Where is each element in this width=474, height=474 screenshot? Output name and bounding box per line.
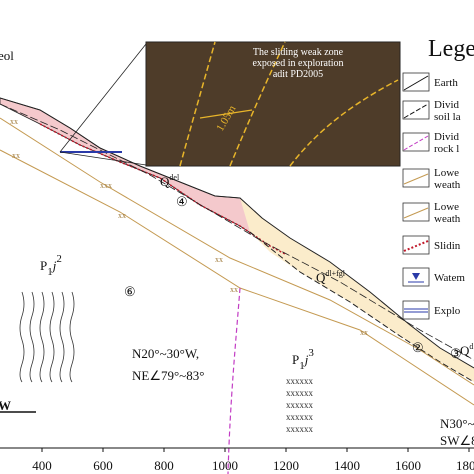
callout [59, 151, 147, 166]
direction-label: W [0, 398, 11, 413]
legend-box [402, 202, 430, 222]
legend-label: Earth [434, 77, 458, 89]
svg-text:xxxxxx: xxxxxx [286, 424, 314, 434]
svg-text:xxxxxx: xxxxxx [286, 400, 314, 410]
legend-label: weath [434, 213, 461, 225]
zone-number: ② [412, 340, 424, 355]
x-tick-label: 1400 [334, 458, 360, 473]
x-tick-label: 400 [32, 458, 52, 473]
label: Qdel [160, 173, 180, 189]
attitude: N30°~ [440, 416, 474, 431]
svg-text:xx: xx [12, 151, 20, 160]
deposit-body [240, 198, 474, 382]
label: eol [0, 48, 14, 63]
stratum-label: P1j2 [40, 253, 62, 278]
svg-text:xx: xx [118, 211, 126, 220]
x-tick-label: 1800 [456, 458, 474, 473]
x-tick-label: 800 [154, 458, 174, 473]
rock-texture: xxxxxx xxxxxx xxxxxx xxxxxx xxxxxx [286, 376, 314, 434]
legend-symbol [403, 103, 429, 119]
legend-title: Lege [428, 36, 474, 62]
legend-label: rock l [434, 143, 459, 155]
photo-caption: adit PD2005 [273, 69, 323, 80]
x-tick-label: 1000 [212, 458, 238, 473]
legend-symbol [403, 135, 429, 151]
attitude: N20°~30°W, [132, 346, 199, 361]
zone-number: ④ [176, 194, 188, 209]
legend-box [402, 168, 430, 188]
svg-text:xx: xx [230, 285, 238, 294]
attitude: NE∠79°~83° [132, 368, 204, 383]
attitude: SW∠8 [440, 433, 474, 448]
sliding-zone [39, 123, 286, 255]
legend-label: Divid [434, 131, 460, 143]
rock-texture [19, 291, 75, 383]
ground-surface [0, 97, 474, 369]
legend-symbol [403, 207, 429, 219]
soil-rock-divide [249, 231, 474, 383]
x-tick-label: 600 [93, 458, 113, 473]
weak-zone-line [229, 41, 286, 167]
legend-label: soil la [434, 111, 461, 123]
weak-zone-line [179, 41, 216, 167]
x-tick-label: 1200 [273, 458, 299, 473]
legend-label: Slidin [434, 240, 461, 252]
label: Qdl+fgl [316, 269, 346, 285]
rock-boundary [227, 287, 241, 474]
legend-symbol [403, 240, 429, 252]
legend-symbol [403, 173, 429, 185]
photo-caption: exposed in exploration [252, 58, 343, 69]
legend-symbol [403, 75, 429, 91]
thickness-arrow [199, 109, 253, 119]
x-tick-label: 1600 [395, 458, 421, 473]
photo-caption: The sliding weak zone [253, 47, 344, 58]
svg-text:xx: xx [10, 117, 18, 126]
zone-number: ③ [450, 346, 462, 361]
svg-text:xx: xx [360, 328, 368, 337]
legend-label: Watem [434, 272, 465, 284]
legend-label: Lowe [434, 167, 459, 179]
svg-text:xx: xx [215, 255, 223, 264]
legend-symbol [412, 273, 420, 280]
weak-zone-line [289, 79, 399, 167]
callout [59, 43, 147, 153]
svg-text:xxx: xxx [100, 181, 112, 190]
zone-number: ⑥ [124, 284, 136, 299]
legend-box [402, 100, 430, 120]
legend-box [402, 300, 430, 320]
svg-text:xxxxxx: xxxxxx [286, 376, 314, 386]
svg-text:xxxxxx: xxxxxx [286, 412, 314, 422]
soil-rock-divide [0, 103, 474, 361]
svg-text:xxxxxx: xxxxxx [286, 388, 314, 398]
legend-label: Lowe [434, 201, 459, 213]
weathering-line [0, 117, 474, 386]
legend-label: Divid [434, 99, 460, 111]
legend-label: weath [434, 179, 461, 191]
stratum-label: P1j3 [292, 347, 314, 372]
label: Qd [460, 342, 473, 358]
legend-label: Explo [434, 305, 461, 317]
